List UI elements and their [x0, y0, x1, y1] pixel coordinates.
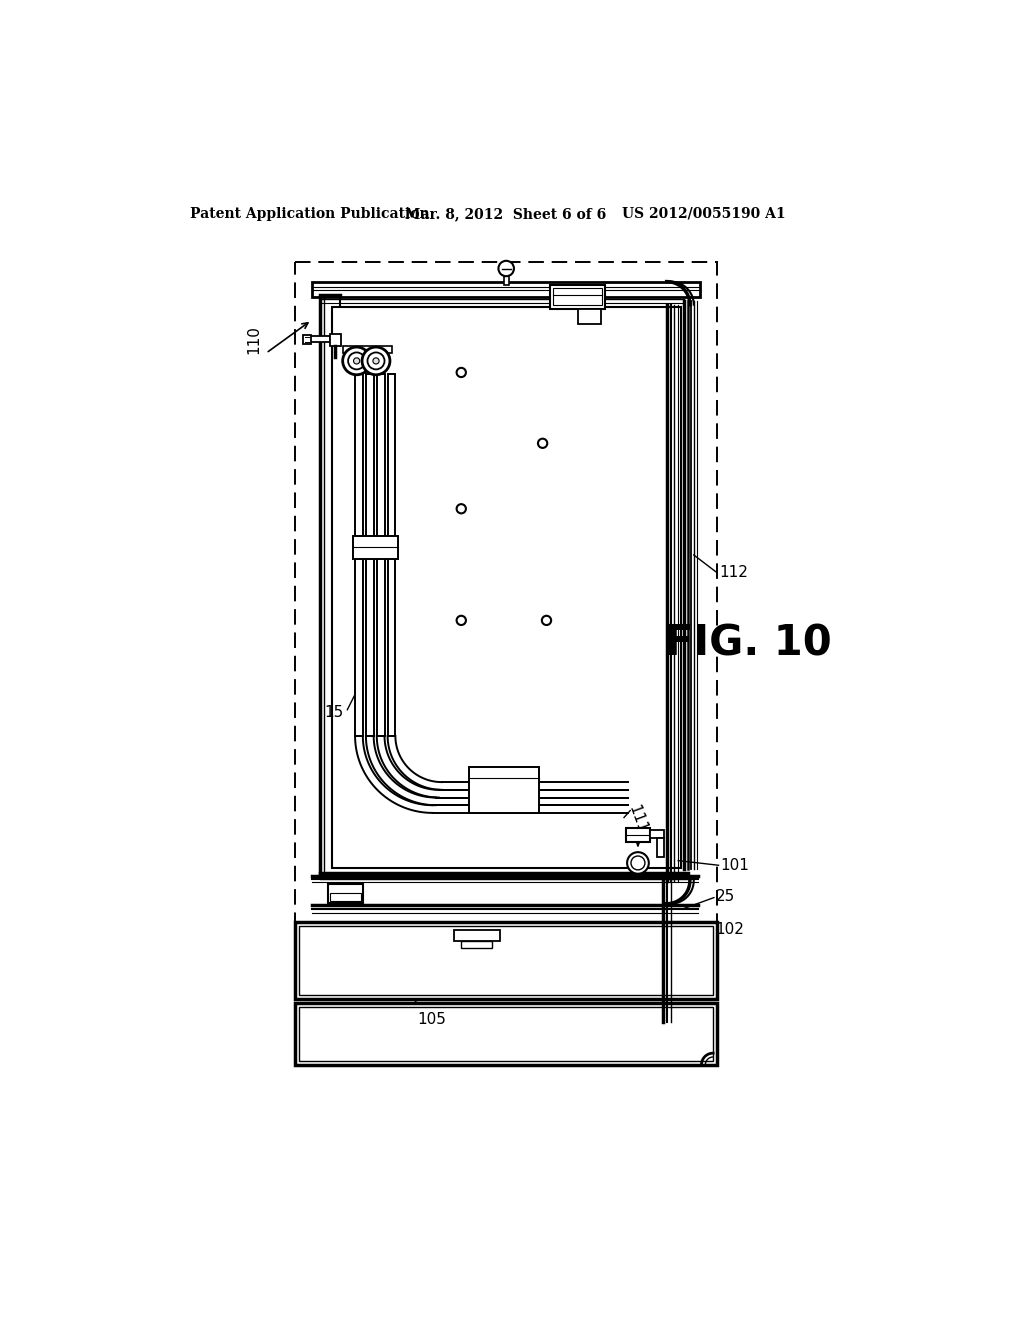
Text: 102: 102: [716, 921, 744, 937]
Bar: [295, 263, 717, 1048]
Bar: [328, 884, 362, 903]
Bar: [312, 281, 700, 297]
Circle shape: [362, 347, 390, 375]
Text: 105: 105: [418, 1011, 446, 1027]
Text: FIG. 10: FIG. 10: [665, 623, 831, 664]
Text: Mar. 8, 2012  Sheet 6 of 6: Mar. 8, 2012 Sheet 6 of 6: [406, 207, 606, 220]
Bar: [295, 923, 717, 999]
Bar: [377, 374, 385, 737]
Circle shape: [368, 352, 385, 370]
Text: 111: 111: [626, 803, 649, 836]
Bar: [454, 929, 500, 941]
Bar: [299, 927, 713, 995]
Text: Patent Application Publication: Patent Application Publication: [190, 207, 430, 220]
Circle shape: [499, 261, 514, 276]
Bar: [461, 941, 493, 948]
Circle shape: [348, 352, 366, 370]
Circle shape: [627, 853, 649, 874]
Circle shape: [457, 615, 466, 626]
Bar: [388, 374, 395, 737]
Bar: [553, 288, 602, 305]
Bar: [303, 335, 311, 345]
Text: 15: 15: [325, 705, 343, 721]
Text: 101: 101: [720, 858, 749, 873]
Circle shape: [373, 358, 379, 364]
Bar: [343, 346, 391, 354]
Bar: [330, 892, 361, 902]
Text: US 2012/0055190 A1: US 2012/0055190 A1: [623, 207, 786, 220]
Bar: [299, 1007, 713, 1061]
Circle shape: [542, 615, 551, 626]
Text: 110: 110: [246, 325, 261, 354]
Bar: [332, 308, 681, 867]
Circle shape: [457, 504, 466, 513]
Text: 25: 25: [716, 890, 734, 904]
Bar: [650, 830, 665, 838]
Circle shape: [631, 857, 645, 870]
Bar: [626, 829, 650, 842]
Bar: [352, 536, 397, 558]
Bar: [550, 285, 604, 309]
Bar: [355, 374, 362, 737]
Circle shape: [457, 368, 466, 378]
Bar: [330, 334, 341, 346]
Bar: [578, 309, 601, 323]
Bar: [656, 837, 665, 857]
Bar: [366, 374, 374, 737]
Bar: [504, 271, 509, 285]
Circle shape: [538, 438, 547, 447]
Text: 112: 112: [719, 565, 749, 581]
Bar: [295, 1003, 717, 1065]
Circle shape: [343, 347, 371, 375]
Bar: [308, 337, 331, 342]
Circle shape: [353, 358, 359, 364]
Bar: [469, 767, 539, 813]
